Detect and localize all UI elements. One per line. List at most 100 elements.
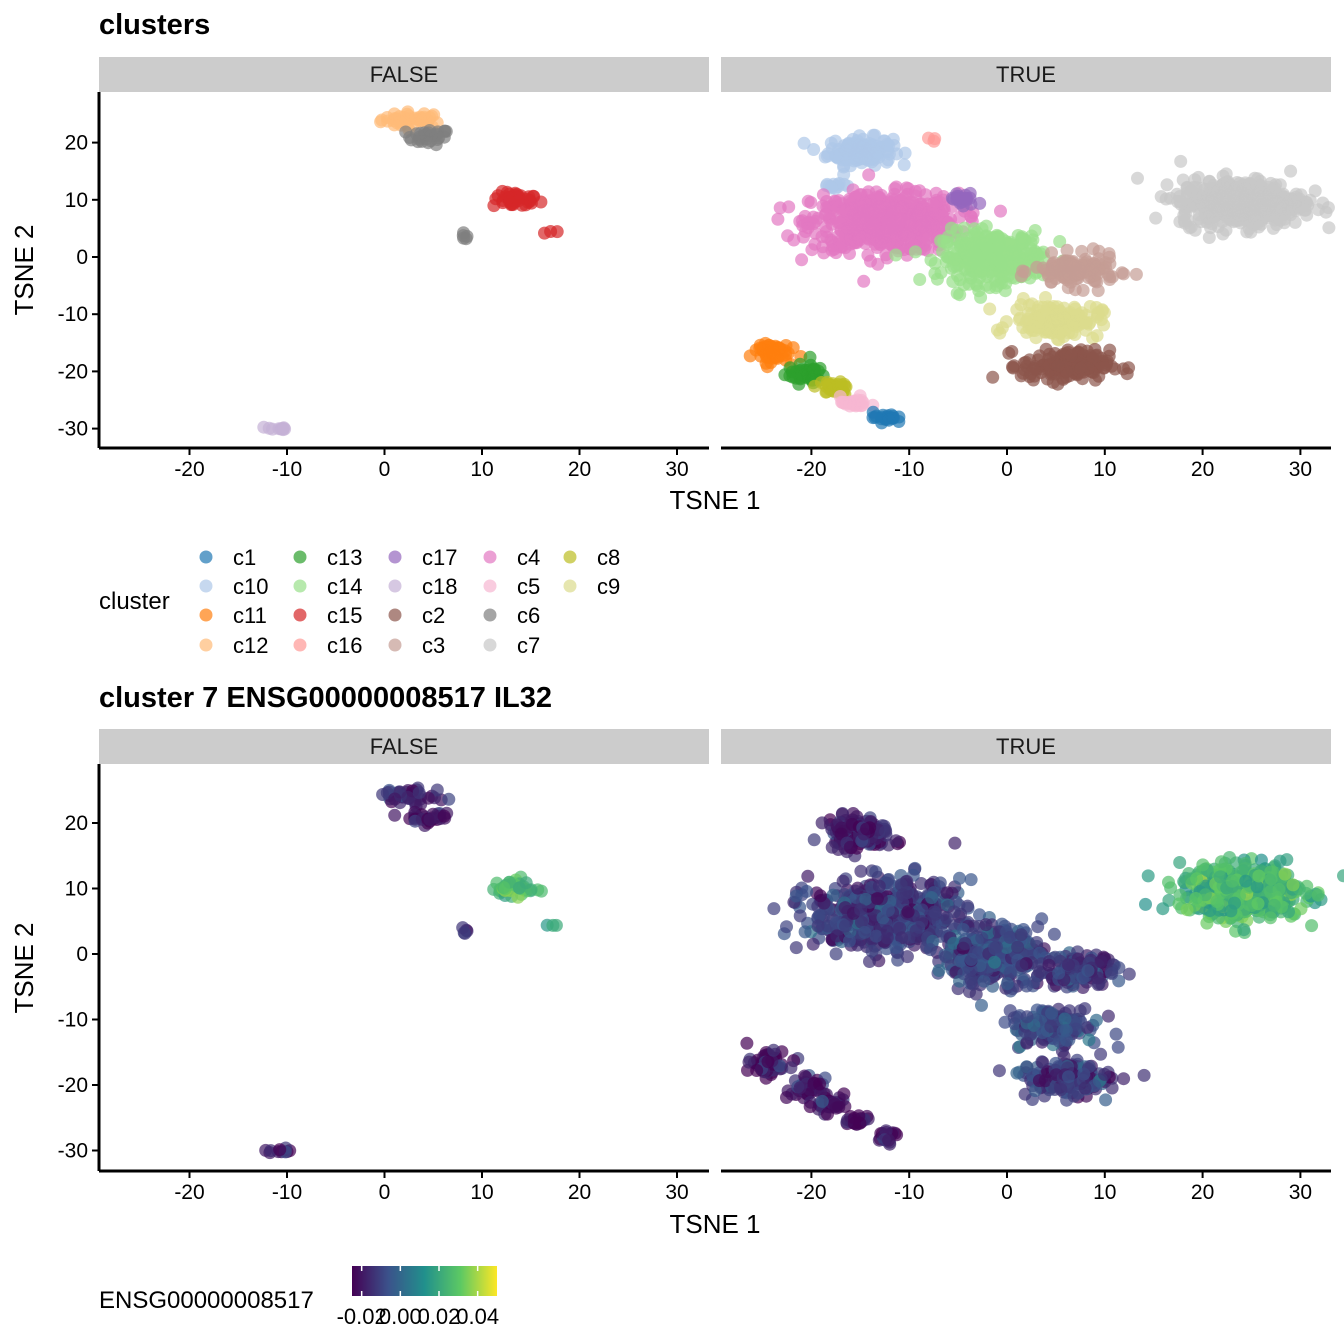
data-point xyxy=(1094,955,1108,968)
data-point xyxy=(487,199,501,213)
data-point xyxy=(784,1061,798,1075)
x-tick-label: 30 xyxy=(1289,1181,1312,1204)
y-tick-label: -10 xyxy=(58,303,88,326)
data-point xyxy=(800,884,814,898)
data-point xyxy=(1103,343,1117,357)
data-point xyxy=(1200,916,1214,930)
chart-1-strip-true xyxy=(721,57,1331,92)
data-point xyxy=(853,188,867,202)
data-point xyxy=(1068,259,1082,273)
data-point xyxy=(797,136,811,150)
legend-label: c5 xyxy=(517,574,540,599)
data-point xyxy=(1203,175,1216,189)
data-point xyxy=(410,127,423,141)
data-point xyxy=(958,937,972,950)
data-point xyxy=(1006,360,1019,374)
data-point xyxy=(808,237,822,251)
data-point xyxy=(770,351,784,365)
data-point xyxy=(1284,164,1298,178)
legend-key xyxy=(563,550,577,564)
data-point xyxy=(1079,316,1093,330)
data-point xyxy=(262,421,276,435)
data-point xyxy=(1272,883,1286,896)
data-point xyxy=(882,413,896,427)
x-tick-label: -20 xyxy=(174,458,204,481)
data-point xyxy=(921,232,934,246)
data-point xyxy=(1005,260,1019,274)
legend-key xyxy=(388,608,402,622)
x-tick-label: -10 xyxy=(894,1181,924,1204)
data-point xyxy=(986,370,1000,384)
data-point xyxy=(1052,966,1066,980)
data-point xyxy=(953,288,967,302)
data-point xyxy=(1190,872,1204,886)
data-point xyxy=(909,201,923,215)
data-point xyxy=(1180,903,1194,917)
data-point xyxy=(1278,867,1292,881)
data-point xyxy=(1276,191,1290,205)
data-point xyxy=(1027,319,1040,333)
data-point xyxy=(889,834,903,848)
data-point xyxy=(793,1081,807,1095)
data-point xyxy=(497,881,511,894)
legend-label: c4 xyxy=(517,545,540,570)
data-point xyxy=(831,215,845,229)
data-point xyxy=(526,189,540,203)
chart-1-strip-false xyxy=(99,57,709,92)
data-point xyxy=(1111,1040,1125,1054)
x-tick-label: 0 xyxy=(379,458,391,481)
colorbar xyxy=(352,1266,497,1296)
data-point xyxy=(801,869,815,883)
data-point xyxy=(1273,854,1287,868)
data-point xyxy=(1214,855,1228,869)
legend-label: c6 xyxy=(517,603,540,628)
colorbar-tick-label: -0.02 xyxy=(337,1304,387,1329)
data-point xyxy=(832,1100,846,1114)
data-point xyxy=(1322,221,1336,235)
data-point xyxy=(992,254,1006,268)
x-tick-label: 20 xyxy=(568,458,591,481)
data-point xyxy=(902,931,916,945)
legend-key xyxy=(293,550,307,564)
data-point xyxy=(863,955,876,968)
chart-1-strip-false-label: FALSE xyxy=(370,62,438,87)
data-point xyxy=(276,423,290,437)
data-point xyxy=(1079,264,1093,278)
data-point xyxy=(799,225,813,238)
data-point xyxy=(812,908,826,922)
data-point xyxy=(1097,318,1111,332)
data-point xyxy=(962,253,976,267)
data-point xyxy=(1008,1017,1022,1031)
data-point xyxy=(964,873,978,887)
data-point xyxy=(835,807,849,821)
data-point xyxy=(908,861,922,875)
data-point xyxy=(519,876,533,890)
data-point xyxy=(1129,267,1143,281)
legend-label: c12 xyxy=(233,633,268,658)
data-point xyxy=(871,257,885,271)
data-point xyxy=(836,874,850,888)
data-point xyxy=(546,918,560,932)
data-point xyxy=(828,134,842,148)
data-point xyxy=(1139,897,1152,911)
data-point xyxy=(1263,187,1277,201)
data-point xyxy=(401,790,415,804)
data-point xyxy=(842,934,856,948)
legend-key xyxy=(199,608,213,622)
data-point xyxy=(1045,1006,1058,1020)
data-point xyxy=(789,371,803,385)
data-point xyxy=(811,919,825,933)
x-tick-label: 20 xyxy=(568,1181,591,1204)
x-tick-label: -10 xyxy=(272,458,302,481)
data-point xyxy=(1149,211,1163,225)
legend-key xyxy=(388,579,402,593)
data-point xyxy=(1050,308,1063,322)
legend-label: c3 xyxy=(422,633,445,658)
x-tick-label: -10 xyxy=(272,1181,302,1204)
data-point xyxy=(1051,377,1065,391)
data-point xyxy=(830,929,844,943)
legend-key xyxy=(388,638,402,652)
data-point xyxy=(491,189,505,203)
data-point xyxy=(1173,856,1187,869)
